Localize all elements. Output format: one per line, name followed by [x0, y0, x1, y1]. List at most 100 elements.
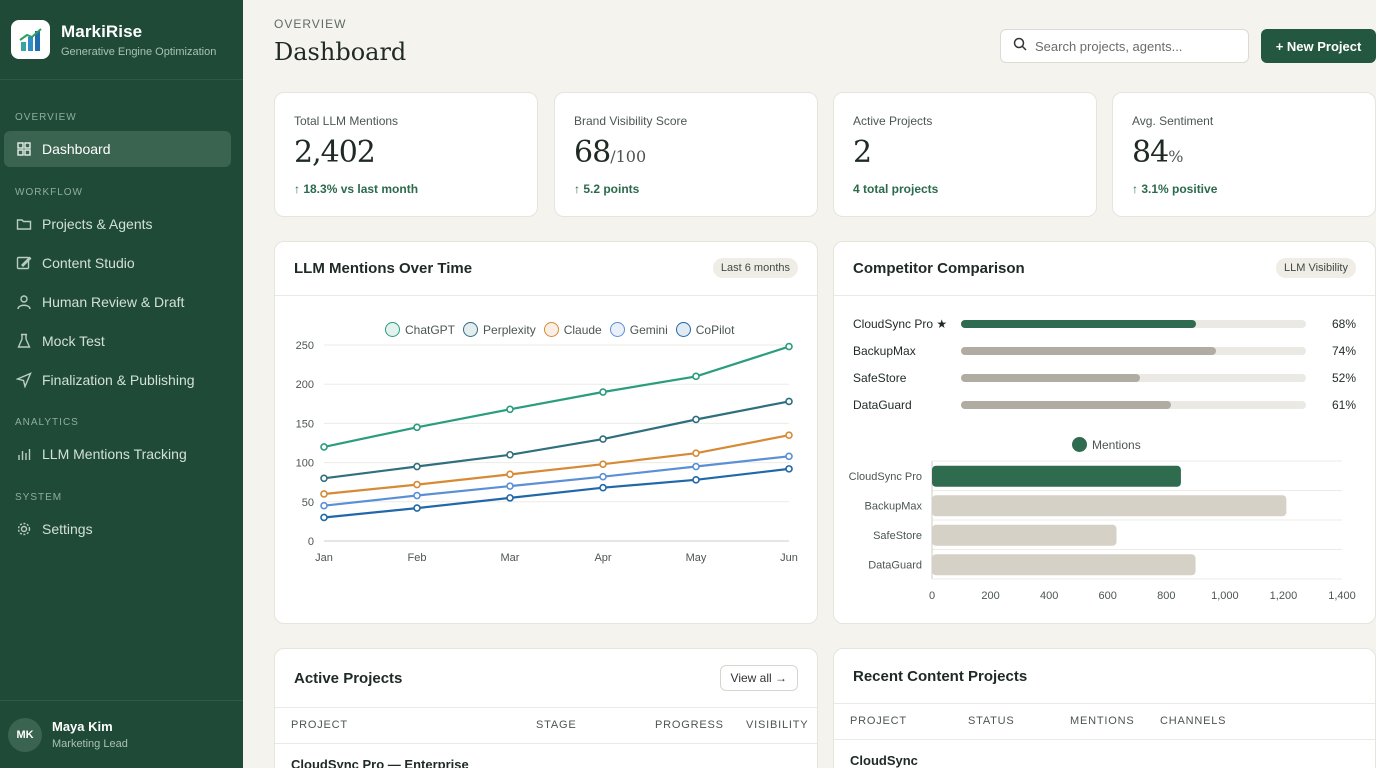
data-point[interactable] [599, 460, 607, 468]
legend-item-chatgpt[interactable]: ChatGPT [385, 322, 455, 337]
nav-section-analytics: Analytics [15, 417, 79, 428]
table-row-project[interactable]: CloudSync Pro — Enterprise [291, 757, 469, 768]
legend-item-copilot[interactable]: CoPilot [675, 322, 734, 337]
competitor-row[interactable]: CloudSync Pro ★ 68% [853, 316, 1356, 332]
stat-delta: ↑ 5.2 points [574, 182, 640, 196]
x-tick-label: Jun [780, 552, 798, 564]
column-header[interactable]: PROGRESS [655, 719, 724, 731]
data-point[interactable] [599, 435, 607, 443]
series-line-perplexity [323, 400, 790, 480]
nav-item-content-studio[interactable]: Content Studio [4, 245, 231, 281]
data-point[interactable] [320, 474, 328, 483]
data-point[interactable] [599, 483, 607, 492]
data-point[interactable] [506, 482, 514, 490]
competitor-name: DataGuard [853, 398, 912, 412]
bar[interactable] [932, 495, 1287, 517]
nav-item-human-review[interactable]: Human Review & Draft [4, 284, 231, 320]
x-tick-label: Jan [315, 552, 333, 564]
stat-delta: 4 total projects [853, 182, 939, 196]
nav-item-dashboard[interactable]: Dashboard [4, 131, 231, 167]
category-label: BackupMax [865, 500, 923, 512]
nav-item-projects-agents[interactable]: Projects & Agents [4, 206, 231, 242]
legend-item-gemini[interactable]: Gemini [609, 322, 668, 337]
competitor-row[interactable]: SafeStore 52% [853, 370, 1356, 386]
nav-item-llm-mentions-tracking[interactable]: LLM Mentions Tracking [4, 436, 231, 472]
data-point[interactable] [413, 504, 421, 512]
competitor-name: BackupMax [853, 344, 916, 358]
data-point[interactable] [785, 431, 793, 439]
column-header[interactable]: VISIBILITY [746, 719, 809, 731]
data-point[interactable] [413, 480, 421, 489]
nav-item-mock-test[interactable]: Mock Test [4, 323, 231, 359]
user-profile[interactable]: MK Maya Kim Marketing Lead [0, 700, 243, 768]
data-point[interactable] [785, 342, 793, 351]
data-point[interactable] [320, 501, 328, 510]
visibility-badge: LLM Visibility [1276, 258, 1356, 278]
y-tick-label: 50 [302, 497, 314, 509]
data-point[interactable] [506, 450, 514, 459]
data-point[interactable] [320, 513, 328, 522]
data-point[interactable] [692, 415, 700, 424]
panel-title: Active Projects [294, 670, 403, 687]
competitor-name: SafeStore [853, 371, 907, 385]
data-point[interactable] [413, 423, 421, 432]
data-point[interactable] [320, 443, 328, 451]
data-point[interactable] [785, 397, 793, 406]
nav-item-finalization-publishing[interactable]: Finalization & Publishing [4, 362, 231, 398]
table-row-project[interactable]: CloudSync [850, 753, 918, 768]
data-point[interactable] [785, 452, 793, 461]
visibility-fill [961, 347, 1217, 355]
data-point[interactable] [506, 405, 514, 414]
stat-label: Active Projects [853, 114, 933, 128]
x-tick-label: Apr [594, 552, 611, 564]
column-header[interactable]: CHANNELS [1160, 715, 1227, 727]
visibility-percent: 52% [1331, 371, 1356, 385]
stat-delta: ↑ 3.1% positive [1132, 182, 1218, 196]
x-tick-label: Feb [408, 552, 427, 564]
search-input[interactable] [1035, 38, 1235, 54]
data-point[interactable] [506, 494, 514, 502]
data-point[interactable] [320, 490, 328, 498]
search-icon [1013, 37, 1027, 56]
competitor-row[interactable]: DataGuard 61% [853, 397, 1356, 413]
column-header[interactable]: PROJECT [850, 715, 907, 727]
stat-label: Brand Visibility Score [574, 114, 688, 128]
nav-item-settings[interactable]: Settings [4, 511, 231, 547]
data-point[interactable] [413, 491, 421, 500]
line-chart: 0 50 100 150 200 250 Jan Feb Mar Apr May Jun [296, 340, 798, 564]
data-point[interactable] [599, 388, 607, 396]
bar[interactable] [932, 465, 1181, 487]
legend-item-perplexity[interactable]: Perplexity [463, 322, 536, 337]
bar[interactable] [932, 524, 1117, 546]
competitor-row[interactable]: BackupMax 74% [853, 343, 1356, 359]
column-header[interactable]: MENTIONS [1070, 715, 1135, 727]
stat-value: 68/100 [574, 135, 647, 170]
stat-label: Avg. Sentiment [1132, 114, 1214, 128]
column-header[interactable]: PROJECT [291, 719, 348, 731]
data-point[interactable] [413, 462, 421, 471]
nav-section-workflow: Workflow [15, 187, 83, 198]
data-point[interactable] [692, 449, 700, 457]
view-all-button[interactable]: View all → [719, 665, 798, 691]
data-point[interactable] [692, 462, 700, 471]
column-header[interactable]: STATUS [968, 715, 1015, 727]
visibility-fill [961, 401, 1172, 409]
category-label: DataGuard [868, 559, 922, 571]
column-header[interactable]: STAGE [536, 719, 577, 731]
logo-icon [11, 20, 50, 59]
search-box[interactable] [1000, 29, 1249, 63]
stat-card-visibility-score: Brand Visibility Score 68/100 ↑ 5.2 poin… [554, 92, 818, 217]
range-badge[interactable]: Last 6 months [712, 258, 798, 278]
x-tick-label: 1,400 [1328, 590, 1356, 602]
data-point[interactable] [785, 465, 793, 473]
legend-item-claude[interactable]: Claude [543, 322, 602, 337]
data-point[interactable] [692, 476, 700, 484]
new-project-button[interactable]: + New Project [1261, 29, 1376, 63]
bar[interactable] [932, 554, 1196, 576]
send-icon [16, 372, 32, 388]
stat-value: 2,402 [294, 135, 376, 170]
data-point[interactable] [692, 372, 700, 381]
bar-chart: CloudSync Pro BackupMax SafeStore DataGuard… [849, 460, 1356, 602]
data-point[interactable] [506, 470, 514, 479]
data-point[interactable] [599, 472, 607, 481]
